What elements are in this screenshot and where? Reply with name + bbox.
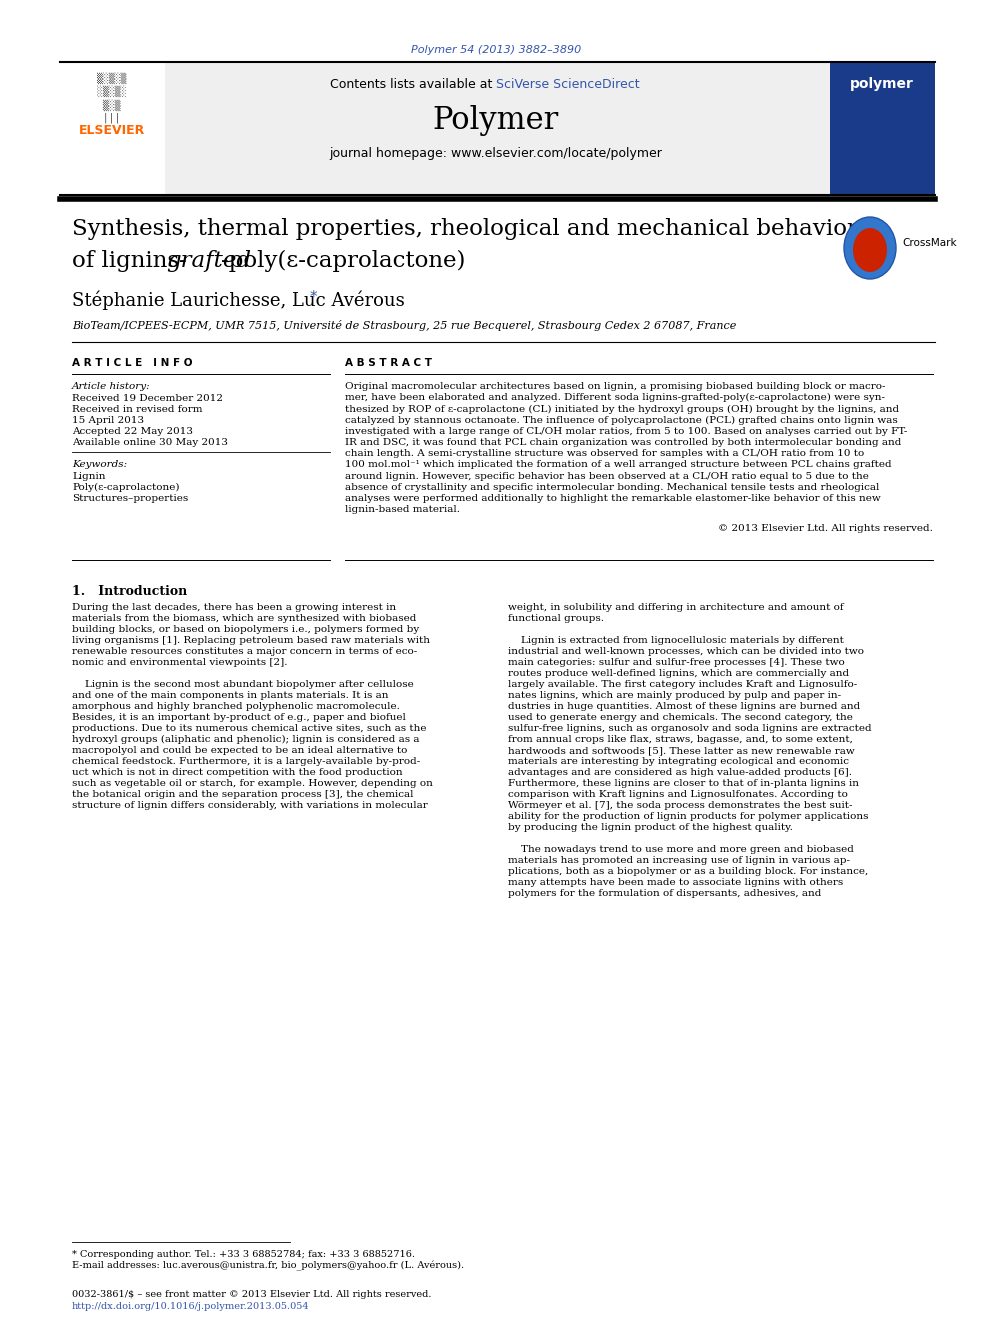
Text: lignin-based material.: lignin-based material.	[345, 505, 460, 515]
Text: The nowadays trend to use more and more green and biobased: The nowadays trend to use more and more …	[508, 845, 854, 855]
Text: productions. Due to its numerous chemical active sites, such as the: productions. Due to its numerous chemica…	[72, 724, 427, 733]
Text: IR and DSC, it was found that PCL chain organization was controlled by both inte: IR and DSC, it was found that PCL chain …	[345, 438, 902, 447]
Text: mer, have been elaborated and analyzed. Different soda lignins-grafted-poly(ε-ca: mer, have been elaborated and analyzed. …	[345, 393, 885, 402]
Text: Furthermore, these lignins are closer to that of in-planta lignins in: Furthermore, these lignins are closer to…	[508, 779, 859, 789]
Text: CrossMark: CrossMark	[902, 238, 956, 247]
Text: building blocks, or based on biopolymers i.e., polymers formed by: building blocks, or based on biopolymers…	[72, 624, 420, 634]
Text: Received in revised form: Received in revised form	[72, 405, 202, 414]
Text: * Corresponding author. Tel.: +33 3 68852784; fax: +33 3 68852716.: * Corresponding author. Tel.: +33 3 6885…	[72, 1250, 415, 1259]
Text: Original macromolecular architectures based on lignin, a promising biobased buil: Original macromolecular architectures ba…	[345, 382, 886, 392]
Text: journal homepage: www.elsevier.com/locate/polymer: journal homepage: www.elsevier.com/locat…	[329, 147, 663, 160]
Text: materials from the biomass, which are synthesized with biobased: materials from the biomass, which are sy…	[72, 614, 417, 623]
Text: macropolyol and could be expected to be an ideal alternative to: macropolyol and could be expected to be …	[72, 746, 408, 755]
Text: Lignin is the second most abundant biopolymer after cellulose: Lignin is the second most abundant biopo…	[72, 680, 414, 689]
Text: ability for the production of lignin products for polymer applications: ability for the production of lignin pro…	[508, 812, 869, 822]
Text: Synthesis, thermal properties, rheological and mechanical behaviors: Synthesis, thermal properties, rheologic…	[72, 218, 870, 239]
Text: Wörmeyer et al. [7], the soda process demonstrates the best suit-: Wörmeyer et al. [7], the soda process de…	[508, 800, 852, 810]
Text: by producing the lignin product of the highest quality.: by producing the lignin product of the h…	[508, 823, 793, 832]
Text: around lignin. However, specific behavior has been observed at a CL/OH ratio equ: around lignin. However, specific behavio…	[345, 471, 869, 480]
Text: largely available. The first category includes Kraft and Lignosulfo-: largely available. The first category in…	[508, 680, 857, 689]
Text: SciVerse ScienceDirect: SciVerse ScienceDirect	[496, 78, 640, 90]
Text: living organisms [1]. Replacing petroleum based raw materials with: living organisms [1]. Replacing petroleu…	[72, 636, 430, 646]
Text: Available online 30 May 2013: Available online 30 May 2013	[72, 438, 228, 447]
Text: nomic and environmental viewpoints [2].: nomic and environmental viewpoints [2].	[72, 658, 288, 667]
Text: Poly(ε-caprolactone): Poly(ε-caprolactone)	[72, 483, 180, 492]
Text: -poly(ε-caprolactone): -poly(ε-caprolactone)	[221, 250, 465, 273]
Text: many attempts have been made to associate lignins with others: many attempts have been made to associat…	[508, 878, 843, 886]
Text: used to generate energy and chemicals. The second category, the: used to generate energy and chemicals. T…	[508, 713, 853, 722]
Text: 1.   Introduction: 1. Introduction	[72, 585, 187, 598]
Text: functional groups.: functional groups.	[508, 614, 604, 623]
Text: 0032-3861/$ – see front matter © 2013 Elsevier Ltd. All rights reserved.: 0032-3861/$ – see front matter © 2013 El…	[72, 1290, 432, 1299]
Text: from annual crops like flax, straws, bagasse, and, to some extent,: from annual crops like flax, straws, bag…	[508, 736, 853, 744]
Text: Stéphanie Laurichesse, Luc Avérous: Stéphanie Laurichesse, Luc Avérous	[72, 290, 405, 310]
Text: sulfur-free lignins, such as organosolv and soda lignins are extracted: sulfur-free lignins, such as organosolv …	[508, 724, 872, 733]
Text: Received 19 December 2012: Received 19 December 2012	[72, 394, 223, 404]
Text: of lignins-: of lignins-	[72, 250, 186, 273]
Text: industrial and well-known processes, which can be divided into two: industrial and well-known processes, whi…	[508, 647, 864, 656]
Text: and one of the main components in plants materials. It is an: and one of the main components in plants…	[72, 691, 389, 700]
Ellipse shape	[853, 228, 887, 273]
Text: ELSEVIER: ELSEVIER	[79, 123, 145, 136]
Ellipse shape	[844, 217, 896, 279]
Text: E-mail addresses: luc.averous@unistra.fr, bio_polymers@yahoo.fr (L. Avérous).: E-mail addresses: luc.averous@unistra.fr…	[72, 1261, 464, 1271]
Text: During the last decades, there has been a growing interest in: During the last decades, there has been …	[72, 603, 396, 613]
Text: thesized by ROP of ε-caprolactone (CL) initiated by the hydroxyl groups (OH) bro: thesized by ROP of ε-caprolactone (CL) i…	[345, 405, 899, 414]
Text: the botanical origin and the separation process [3], the chemical: the botanical origin and the separation …	[72, 790, 414, 799]
Text: 100 mol.mol⁻¹ which implicated the formation of a well arranged structure betwee: 100 mol.mol⁻¹ which implicated the forma…	[345, 460, 892, 470]
Text: materials are interesting by integrating ecological and economic: materials are interesting by integrating…	[508, 757, 849, 766]
Text: structure of lignin differs considerably, with variations in molecular: structure of lignin differs considerably…	[72, 800, 428, 810]
Bar	[165, 62, 830, 194]
Text: BioTeam/ICPEES-ECPM, UMR 7515, Université de Strasbourg, 25 rue Becquerel, Stras: BioTeam/ICPEES-ECPM, UMR 7515, Universit…	[72, 320, 736, 331]
Text: polymer: polymer	[850, 77, 914, 91]
Text: nates lignins, which are mainly produced by pulp and paper in-: nates lignins, which are mainly produced…	[508, 691, 841, 700]
Text: amorphous and highly branched polyphenolic macromolecule.: amorphous and highly branched polyphenol…	[72, 703, 400, 710]
Text: hardwoods and softwoods [5]. These latter as new renewable raw: hardwoods and softwoods [5]. These latte…	[508, 746, 855, 755]
Text: Lignin is extracted from lignocellulosic materials by different: Lignin is extracted from lignocellulosic…	[508, 636, 844, 646]
Text: main categories: sulfur and sulfur-free processes [4]. These two: main categories: sulfur and sulfur-free …	[508, 658, 845, 667]
Text: advantages and are considered as high value-added products [6].: advantages and are considered as high va…	[508, 767, 852, 777]
Text: *: *	[310, 290, 317, 306]
Text: chemical feedstock. Furthermore, it is a largely-available by-prod-: chemical feedstock. Furthermore, it is a…	[72, 757, 421, 766]
Text: http://dx.doi.org/10.1016/j.polymer.2013.05.054: http://dx.doi.org/10.1016/j.polymer.2013…	[72, 1302, 310, 1311]
Text: investigated with a large range of CL/OH molar ratios, from 5 to 100. Based on a: investigated with a large range of CL/OH…	[345, 427, 908, 435]
Text: A B S T R A C T: A B S T R A C T	[345, 359, 432, 368]
Text: such as vegetable oil or starch, for example. However, depending on: such as vegetable oil or starch, for exa…	[72, 779, 433, 789]
Text: ▒░▒░▒
░▒░▒░
 ▒░▒ 
  |||: ▒░▒░▒ ░▒░▒░ ▒░▒ |||	[91, 71, 133, 123]
Text: Accepted 22 May 2013: Accepted 22 May 2013	[72, 427, 193, 437]
Bar	[830, 62, 935, 194]
Text: A R T I C L E   I N F O: A R T I C L E I N F O	[72, 359, 192, 368]
Text: comparison with Kraft lignins and Lignosulfonates. According to: comparison with Kraft lignins and Lignos…	[508, 790, 848, 799]
Text: absence of crystallinity and specific intermolecular bonding. Mechanical tensile: absence of crystallinity and specific in…	[345, 483, 879, 492]
Text: polymers for the formulation of dispersants, adhesives, and: polymers for the formulation of dispersa…	[508, 889, 821, 898]
Text: uct which is not in direct competition with the food production: uct which is not in direct competition w…	[72, 767, 403, 777]
Text: materials has promoted an increasing use of lignin in various ap-: materials has promoted an increasing use…	[508, 856, 850, 865]
Bar	[60, 62, 165, 194]
Text: Lignin: Lignin	[72, 472, 105, 482]
Text: Besides, it is an important by-product of e.g., paper and biofuel: Besides, it is an important by-product o…	[72, 713, 406, 722]
Text: weight, in solubility and differing in architecture and amount of: weight, in solubility and differing in a…	[508, 603, 843, 613]
Text: renewable resources constitutes a major concern in terms of eco-: renewable resources constitutes a major …	[72, 647, 418, 656]
Text: Polymer 54 (2013) 3882–3890: Polymer 54 (2013) 3882–3890	[411, 45, 581, 56]
Text: catalyzed by stannous octanoate. The influence of polycaprolactone (PCL) grafted: catalyzed by stannous octanoate. The inf…	[345, 415, 898, 425]
Text: routes produce well-defined lignins, which are commercially and: routes produce well-defined lignins, whi…	[508, 669, 849, 677]
Text: © 2013 Elsevier Ltd. All rights reserved.: © 2013 Elsevier Ltd. All rights reserved…	[718, 524, 933, 533]
Text: dustries in huge quantities. Almost of these lignins are burned and: dustries in huge quantities. Almost of t…	[508, 703, 860, 710]
Text: Polymer: Polymer	[433, 105, 559, 135]
Text: Structures–properties: Structures–properties	[72, 493, 188, 503]
Text: plications, both as a biopolymer or as a building block. For instance,: plications, both as a biopolymer or as a…	[508, 867, 868, 876]
Text: hydroxyl groups (aliphatic and phenolic); lignin is considered as a: hydroxyl groups (aliphatic and phenolic)…	[72, 736, 420, 744]
Text: 15 April 2013: 15 April 2013	[72, 415, 144, 425]
Text: chain length. A semi-crystalline structure was observed for samples with a CL/OH: chain length. A semi-crystalline structu…	[345, 450, 864, 458]
Text: grafted: grafted	[167, 250, 252, 273]
Text: Keywords:: Keywords:	[72, 460, 127, 468]
Text: Contents lists available at: Contents lists available at	[329, 78, 496, 90]
Text: Article history:: Article history:	[72, 382, 151, 392]
Text: analyses were performed additionally to highlight the remarkable elastomer-like : analyses were performed additionally to …	[345, 493, 881, 503]
